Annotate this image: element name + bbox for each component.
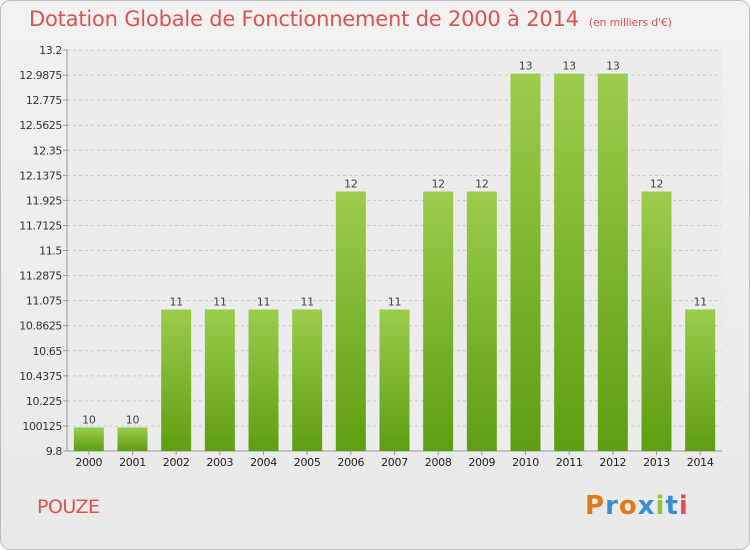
x-tick-label-2006: 2006: [337, 456, 364, 469]
chart-title-text: Dotation Globale de Fonctionnement de 20…: [29, 7, 579, 31]
y-tick-label: 10.65: [33, 345, 63, 358]
y-tick-label: 11.7125: [19, 219, 62, 232]
x-tick-label-2001: 2001: [119, 456, 146, 469]
x-tick-label-2008: 2008: [425, 456, 452, 469]
logo-letter: i: [655, 491, 666, 521]
data-label-2004: 11: [257, 295, 270, 308]
data-label-2008: 12: [431, 178, 444, 191]
data-label-2002: 11: [169, 295, 182, 308]
bar-2013: [641, 191, 672, 451]
chart-subtitle: (en milliers d'€): [588, 16, 672, 29]
y-tick-label: 12.35: [33, 144, 63, 157]
x-tick-label-2014: 2014: [687, 456, 714, 469]
bar-2009: [466, 191, 497, 451]
bar-2008: [423, 191, 454, 451]
bar-2006: [335, 191, 366, 451]
y-tick-label: 9.8: [46, 445, 63, 458]
logo-letter: r: [605, 491, 619, 521]
data-label-2005: 11: [300, 295, 313, 308]
y-tick-label: 12.5625: [19, 119, 62, 132]
data-label-2014: 11: [693, 295, 706, 308]
bar-2011: [554, 73, 585, 452]
x-tick-label-2010: 2010: [512, 456, 539, 469]
bar-2014: [685, 309, 716, 451]
data-label-2010: 13: [519, 60, 533, 73]
bar-2004: [248, 309, 279, 451]
y-tick-label: 10.8625: [19, 320, 62, 333]
data-label-2011: 13: [562, 60, 576, 73]
bar-2012: [597, 73, 628, 452]
commune-name: POUZE: [37, 496, 100, 518]
x-tick-label-2009: 2009: [468, 456, 495, 469]
data-label-2012: 13: [606, 60, 620, 73]
x-tick-label-2004: 2004: [250, 456, 277, 469]
data-label-2001: 10: [126, 413, 140, 426]
bar-2002: [161, 309, 192, 451]
data-label-2009: 12: [475, 178, 488, 191]
logo-letter: o: [618, 491, 638, 521]
bar-2001: [117, 427, 148, 451]
y-tick-label: 11.075: [26, 295, 62, 308]
logo-letter: i: [678, 491, 689, 521]
x-tick-label-2012: 2012: [599, 456, 626, 469]
logo-letter: P: [585, 491, 606, 521]
x-tick-label-2011: 2011: [556, 456, 583, 469]
x-tick-label-2007: 2007: [381, 456, 408, 469]
data-label-2007: 11: [388, 295, 401, 308]
x-tick-label-2003: 2003: [206, 456, 233, 469]
proxiti-logo: Proxiti: [585, 491, 689, 521]
bar-2000: [73, 427, 104, 451]
y-tick-label: 100125: [22, 420, 62, 433]
y-tick-label: 11.2875: [19, 270, 62, 283]
data-label-2000: 10: [82, 413, 96, 426]
logo-letter: x: [637, 491, 656, 521]
y-tick-label: 10.4375: [19, 370, 62, 383]
y-tick-label: 11.925: [26, 194, 62, 207]
x-tick-label-2005: 2005: [294, 456, 321, 469]
data-label-2006: 12: [344, 178, 357, 191]
data-label-2013: 12: [650, 178, 663, 191]
bar-2007: [379, 309, 410, 451]
data-label-2003: 11: [213, 295, 226, 308]
bar-2005: [292, 309, 323, 451]
y-tick-label: 12.9875: [19, 69, 62, 82]
x-tick-label-2000: 2000: [75, 456, 102, 469]
bar-2003: [204, 309, 235, 451]
y-tick-label: 11.5: [39, 245, 62, 258]
logo-letter: t: [665, 491, 679, 521]
y-tick-label: 12.775: [26, 94, 62, 107]
y-tick-label: 12.1375: [19, 169, 62, 182]
chart-title: Dotation Globale de Fonctionnement de 20…: [29, 7, 672, 31]
bar-2010: [510, 73, 541, 452]
y-tick-label: 13.2: [39, 44, 62, 57]
x-tick-label-2013: 2013: [643, 456, 670, 469]
y-tick-label: 10.225: [26, 395, 62, 408]
x-tick-label-2002: 2002: [163, 456, 190, 469]
